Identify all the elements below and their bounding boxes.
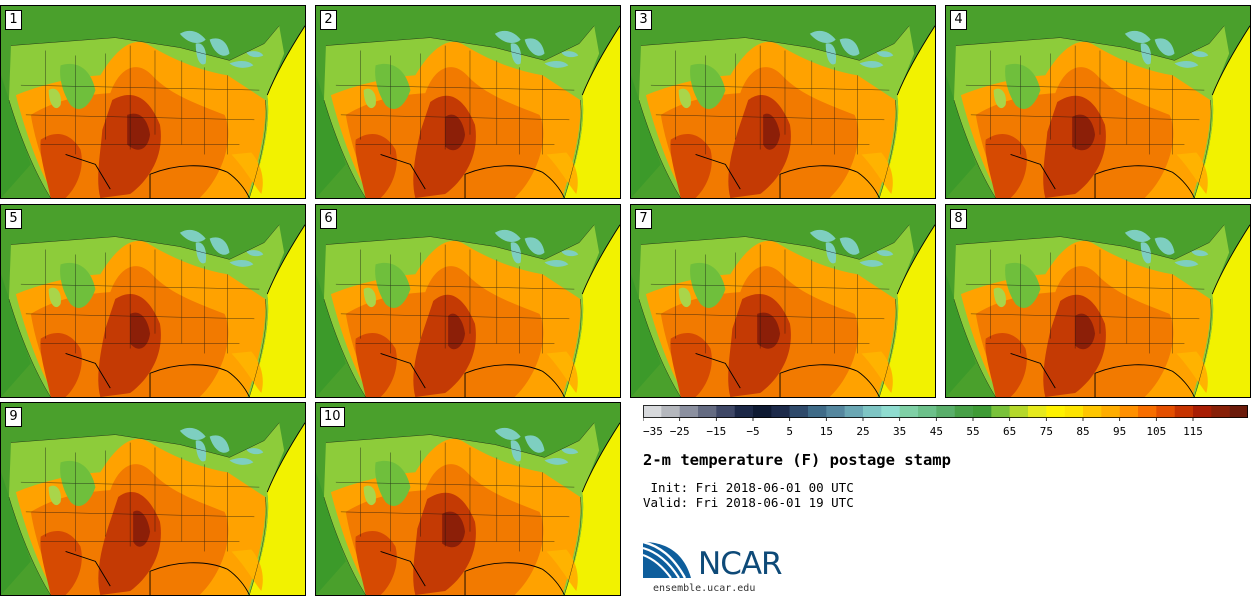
colorbar-tick-label: −15 — [706, 425, 726, 438]
panel-number-label: 4 — [950, 10, 967, 30]
colorbar-swatch — [991, 405, 1010, 418]
panel-number-label: 7 — [635, 209, 652, 229]
colorbar-tick-label: 5 — [786, 425, 793, 438]
map-canvas — [316, 403, 620, 595]
panel-number-label: 10 — [320, 407, 345, 427]
colorbar-tick-label: 65 — [1003, 425, 1016, 438]
map-panel-2: 2 — [315, 5, 621, 199]
plot-title: 2-m temperature (F) postage stamp — [643, 451, 951, 469]
colorbar-swatch — [918, 405, 937, 418]
map-panel-3: 3 — [630, 5, 936, 199]
colorbar-swatch — [826, 405, 845, 418]
valid-time: Valid: Fri 2018-06-01 19 UTC — [643, 495, 854, 510]
colorbar-swatch — [863, 405, 882, 418]
colorbar-swatch — [1028, 405, 1047, 418]
colorbar-tick-label: −25 — [670, 425, 690, 438]
colorbar-swatch — [1174, 405, 1194, 418]
colorbar-swatch — [1211, 405, 1230, 418]
map-panel-4: 4 — [945, 5, 1251, 199]
colorbar-tick-label: 85 — [1076, 425, 1089, 438]
colorbar-tick-label: 75 — [1040, 425, 1053, 438]
colorbar-swatch — [661, 405, 680, 418]
colorbar-swatch — [899, 405, 919, 418]
colorbar-swatch — [1101, 405, 1120, 418]
map-panel-7: 7 — [630, 204, 936, 398]
map-canvas — [1, 205, 305, 397]
map-panel-9: 9 — [0, 402, 306, 596]
map-canvas — [631, 205, 935, 397]
colorbar-swatch — [808, 405, 827, 418]
colorbar-swatch — [698, 405, 717, 418]
panel-number-label: 2 — [320, 10, 337, 30]
map-canvas — [1, 6, 305, 198]
colorbar-swatch — [1193, 405, 1212, 418]
map-panel-1: 1 — [0, 5, 306, 199]
colorbar-tick-label: 105 — [1146, 425, 1166, 438]
colorbar-tick-label: −35 — [643, 425, 663, 438]
map-panel-8: 8 — [945, 204, 1251, 398]
colorbar-swatch — [734, 405, 754, 418]
temperature-colorbar: −35 −25 −15 −5 5 15 25 35 45 55 65 75 85 95 105 115 — [643, 405, 1248, 438]
panel-number-label: 6 — [320, 209, 337, 229]
colorbar-tick-label: 55 — [966, 425, 979, 438]
colorbar-swatch — [771, 405, 790, 418]
footer-url: ensemble.ucar.edu — [653, 583, 756, 594]
colorbar-tick-label: −5 — [746, 425, 759, 438]
colorbar-swatch — [1229, 405, 1248, 418]
colorbar-swatch — [753, 405, 772, 418]
map-panel-6: 6 — [315, 204, 621, 398]
colorbar-swatch — [936, 405, 955, 418]
colorbar-tick-label: 95 — [1113, 425, 1126, 438]
colorbar-swatch — [881, 405, 900, 418]
colorbar-swatch — [1046, 405, 1065, 418]
ncar-logo-text: NCAR — [698, 546, 783, 582]
map-canvas — [1, 403, 305, 595]
colorbar-tick-label: 45 — [930, 425, 943, 438]
colorbar-swatch — [844, 405, 864, 418]
map-canvas — [631, 6, 935, 198]
colorbar-tick-label: 15 — [820, 425, 833, 438]
map-canvas — [946, 6, 1250, 198]
colorbar-swatch — [973, 405, 992, 418]
ncar-logo — [643, 540, 691, 579]
colorbar-swatch — [954, 405, 974, 418]
panel-number-label: 9 — [5, 407, 22, 427]
colorbar-swatch — [643, 405, 662, 418]
panel-number-label: 5 — [5, 209, 22, 229]
colorbar-tick-label: 115 — [1183, 425, 1203, 438]
colorbar-tick-label: 25 — [856, 425, 869, 438]
colorbar-swatch — [1009, 405, 1029, 418]
panel-number-label: 3 — [635, 10, 652, 30]
panel-number-label: 1 — [5, 10, 22, 30]
map-canvas — [316, 6, 620, 198]
map-panel-10: 10 — [315, 402, 621, 596]
colorbar-swatch — [1119, 405, 1139, 418]
map-canvas — [316, 205, 620, 397]
init-time: Init: Fri 2018-06-01 00 UTC — [650, 480, 854, 495]
colorbar-swatch — [679, 405, 699, 418]
panel-number-label: 8 — [950, 209, 967, 229]
map-canvas — [946, 205, 1250, 397]
colorbar-swatch — [789, 405, 809, 418]
colorbar-swatch — [1064, 405, 1084, 418]
colorbar-swatch — [1156, 405, 1175, 418]
colorbar-swatch — [1138, 405, 1157, 418]
colorbar-tick-label: 35 — [893, 425, 906, 438]
map-panel-5: 5 — [0, 204, 306, 398]
colorbar-swatch — [1083, 405, 1102, 418]
colorbar-swatch — [716, 405, 735, 418]
